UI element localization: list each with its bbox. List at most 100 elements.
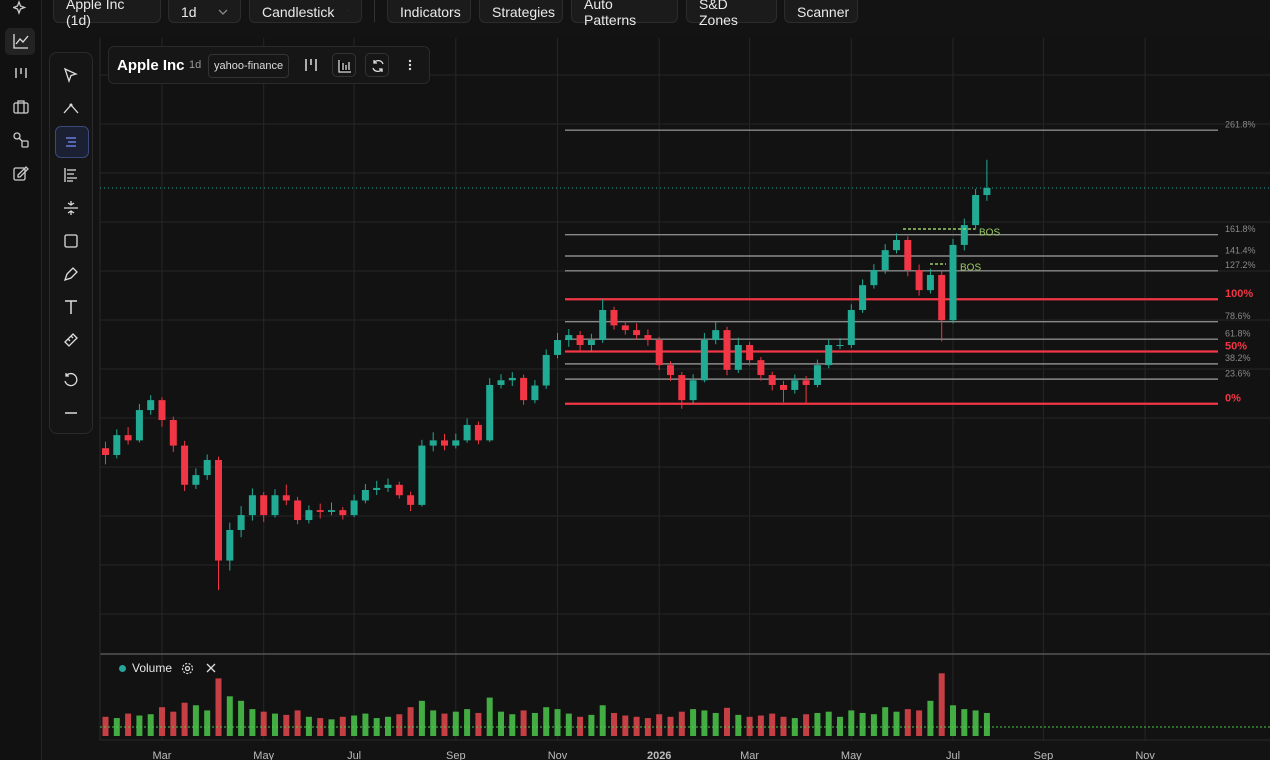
volume-bar <box>452 711 459 736</box>
symbol-button[interactable]: Apple Inc (1d) <box>53 0 161 28</box>
curve-tool[interactable] <box>62 100 80 118</box>
candle-body <box>780 384 787 390</box>
volume-bar <box>125 713 132 736</box>
candle-body <box>655 340 663 366</box>
volume-bar <box>486 697 493 736</box>
volume-label: Volume <box>132 661 173 675</box>
candle-body <box>373 487 381 491</box>
volume-bar <box>690 709 697 736</box>
volume-bar <box>712 712 719 736</box>
network-icon[interactable] <box>13 132 29 148</box>
zones-button[interactable]: S&D Zones <box>686 0 777 28</box>
candle-body <box>859 285 867 310</box>
candle-body <box>633 330 641 336</box>
collapse-tool[interactable] <box>62 404 80 422</box>
candle-body <box>712 330 720 341</box>
bars-button[interactable] <box>299 53 323 77</box>
icon <box>338 60 351 73</box>
volume-bar <box>882 707 889 736</box>
volume-bar <box>825 711 832 736</box>
bars-icon[interactable] <box>13 66 29 82</box>
volume-bar <box>520 710 527 736</box>
volume-bar <box>577 716 584 736</box>
ruler-tool[interactable] <box>62 331 80 349</box>
candle-body <box>260 495 268 516</box>
volume-bar <box>362 713 369 736</box>
candle-body <box>836 345 844 346</box>
candle-body <box>667 365 674 376</box>
x-tick-label: Mar <box>153 750 172 760</box>
candle-body <box>113 435 121 455</box>
settings-icon[interactable] <box>181 662 194 675</box>
refresh-button[interactable] <box>365 53 389 77</box>
fib-label: 141.4% <box>1225 245 1256 255</box>
measure-tool[interactable] <box>62 199 80 217</box>
volume-bar <box>656 714 663 736</box>
candle-body <box>486 384 494 441</box>
style-button[interactable]: Candlestick <box>249 0 362 23</box>
reset-tool[interactable] <box>62 371 80 389</box>
volume-bar <box>328 719 335 736</box>
candle-body <box>384 484 392 488</box>
volume-bar <box>780 716 787 736</box>
candle-body <box>689 380 697 401</box>
x-tick-label: 2026 <box>647 750 671 760</box>
candle-body <box>644 335 652 341</box>
chart-icon[interactable] <box>13 33 29 49</box>
volume-bar <box>599 705 606 736</box>
candle-body <box>203 459 211 476</box>
portfolio-icon[interactable] <box>13 99 29 115</box>
candle-body <box>960 225 968 245</box>
close-icon[interactable] <box>205 662 217 674</box>
indicators-button[interactable]: Indicators <box>387 0 471 23</box>
text-tool[interactable] <box>62 298 80 316</box>
candle-body <box>554 340 561 355</box>
candle-body <box>802 380 810 385</box>
ai-icon[interactable] <box>13 0 29 16</box>
volume-bar <box>983 712 990 736</box>
button-label: Scanner <box>797 3 850 20</box>
rect-tool[interactable] <box>62 232 80 250</box>
interval-button[interactable]: 1d <box>168 0 241 23</box>
drawing-tools <box>49 52 93 434</box>
candle-body <box>361 490 369 501</box>
scanner-button[interactable]: Scanner <box>784 0 858 23</box>
patterns-button[interactable]: Auto Patterns <box>571 0 678 28</box>
align-tool[interactable] <box>62 166 80 184</box>
candle-body <box>723 330 731 370</box>
volume-bar <box>837 716 843 736</box>
volume-button[interactable] <box>332 53 356 77</box>
menu-button[interactable] <box>398 53 422 77</box>
candle-body <box>328 510 335 512</box>
candle-body <box>813 365 821 385</box>
volume-bar <box>893 711 900 736</box>
fib-label: 161.8% <box>1225 224 1256 234</box>
pen-tool[interactable] <box>62 265 80 283</box>
candle-body <box>237 515 245 530</box>
fib-label: 23.6% <box>1225 368 1251 378</box>
x-tick-label: Mar <box>740 750 759 760</box>
volume-bar <box>938 673 945 736</box>
candle-body <box>893 239 900 251</box>
volume-bar <box>961 709 968 736</box>
notes-icon[interactable] <box>13 165 29 181</box>
volume-bar <box>283 714 290 736</box>
cursor-tool[interactable] <box>62 67 80 85</box>
candle-body <box>825 345 833 366</box>
candle-body <box>599 309 607 341</box>
candle-body <box>972 195 980 226</box>
strategies-button[interactable]: Strategies <box>479 0 563 23</box>
x-tick-label: Nov <box>1135 750 1155 760</box>
chevron <box>348 9 349 11</box>
candle-body <box>734 345 742 370</box>
volume-bar <box>848 710 855 736</box>
fib-label: 38.2% <box>1225 353 1251 363</box>
legend-source: yahoo-finance <box>208 54 290 78</box>
button-label: Strategies <box>492 3 556 20</box>
candle-body <box>463 424 471 441</box>
fib-tool[interactable] <box>62 133 80 151</box>
candle-body <box>418 445 426 505</box>
candle-body <box>282 495 290 501</box>
candle-body <box>983 187 991 196</box>
